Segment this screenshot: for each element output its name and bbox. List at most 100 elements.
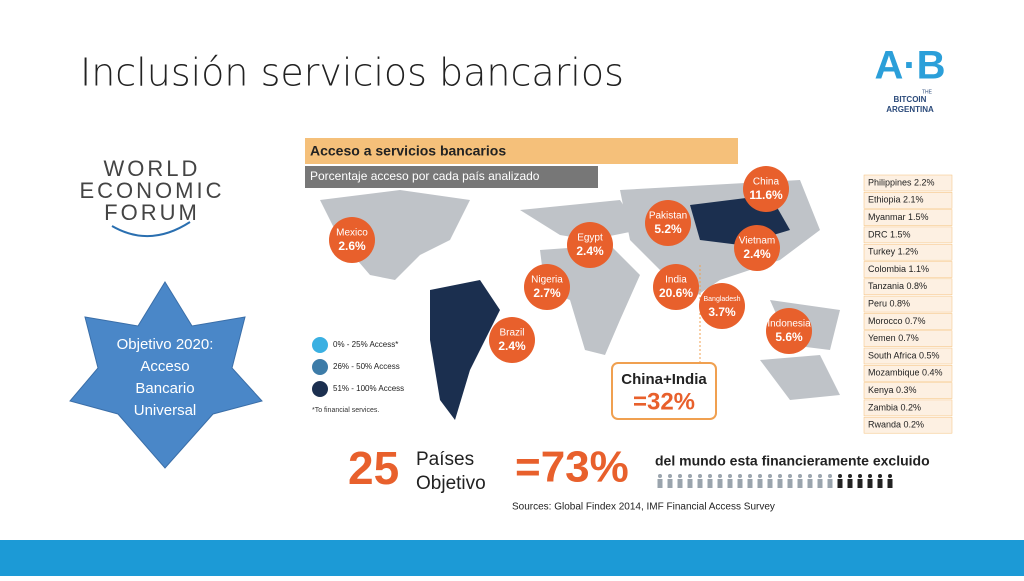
person-icon <box>827 479 833 488</box>
person-icon <box>878 474 882 478</box>
wef-arc <box>111 221 191 237</box>
list-item: Kenya 0.3% <box>868 385 917 395</box>
list-item: Tanzania 0.8% <box>868 281 927 291</box>
bubble-label: Bangladesh <box>704 296 741 303</box>
person-icon <box>747 479 753 488</box>
person-icon <box>798 474 802 478</box>
person-icon <box>807 479 813 488</box>
list-row <box>863 243 953 261</box>
logo-line: ARGENTINA <box>886 105 934 114</box>
bubble-label: Vietnam <box>739 236 776 247</box>
list-item: Yemen 0.7% <box>868 333 919 343</box>
person-icon <box>837 479 843 488</box>
targets-number: 25 <box>348 442 399 494</box>
targets-line: Países <box>416 449 474 470</box>
person-icon <box>817 479 823 488</box>
list-row <box>863 192 953 209</box>
bubble-label: Brazil <box>499 328 524 339</box>
legend-swatch <box>312 337 328 353</box>
country-bubble <box>489 317 535 363</box>
person-icon <box>877 479 883 488</box>
person-icon <box>857 479 863 488</box>
bubble-label: Pakistan <box>649 211 687 222</box>
person-icon <box>797 479 803 488</box>
list-row <box>863 365 953 382</box>
person-icon <box>848 474 852 478</box>
list-item: Colombia 1.1% <box>868 264 929 274</box>
list-item: Myanmar 1.5% <box>868 212 929 222</box>
country-bubble <box>743 166 789 212</box>
person-icon <box>718 474 722 478</box>
country-bubble <box>567 222 613 268</box>
list-row <box>863 347 953 365</box>
targets-line: Objetivo <box>416 473 486 494</box>
person-icon <box>838 474 842 478</box>
legend-label: 51% - 100% Access <box>333 384 404 393</box>
person-icon <box>767 479 773 488</box>
person-icon <box>787 479 793 488</box>
logo-small: THE <box>922 89 933 95</box>
logo-mark: A·B <box>874 44 945 88</box>
person-icon <box>657 479 663 488</box>
bubble-label: China <box>753 177 780 188</box>
person-icon <box>868 474 872 478</box>
info-subtitle-bar <box>305 166 598 188</box>
person-icon <box>667 479 673 488</box>
wef-line: ECONOMIC <box>80 178 225 203</box>
combined-value: =32% <box>633 388 695 415</box>
person-icon <box>847 479 853 488</box>
list-item: Mozambique 0.4% <box>868 368 943 378</box>
list-item: Morocco 0.7% <box>868 316 926 326</box>
combined-label: China+India <box>621 371 707 388</box>
sources: Sources: Global Findex 2014, IMF Financi… <box>512 502 775 513</box>
list-item: DRC 1.5% <box>868 229 911 239</box>
legend-footnote: *To financial services. <box>312 407 379 414</box>
list-row <box>863 174 953 192</box>
country-bubble <box>524 264 570 310</box>
person-icon <box>728 474 732 478</box>
person-icon <box>788 474 792 478</box>
person-icon <box>717 479 723 488</box>
person-icon <box>777 479 783 488</box>
combined-box <box>611 362 717 420</box>
goal-star <box>69 281 263 469</box>
bubble-value: 2.6% <box>338 239 366 253</box>
person-icon <box>697 479 703 488</box>
goal-line: Bancario <box>135 380 194 397</box>
country-bubble <box>699 283 745 329</box>
logo-line: BITCOIN <box>894 95 927 104</box>
bubble-value: 2.4% <box>743 247 771 261</box>
person-icon <box>727 479 733 488</box>
bubble-value: 2.4% <box>576 244 604 258</box>
country-bubble <box>653 264 699 310</box>
person-icon <box>818 474 822 478</box>
bubble-label: Egypt <box>577 233 603 244</box>
country-bubble <box>329 217 375 263</box>
person-icon <box>738 474 742 478</box>
list-row <box>863 416 953 434</box>
legend-swatch <box>312 359 328 375</box>
bubble-label: Nigeria <box>531 275 563 286</box>
list-item: Zambia 0.2% <box>868 402 921 412</box>
list-row <box>863 226 953 244</box>
list-item: Rwanda 0.2% <box>868 420 924 430</box>
person-icon <box>658 474 662 478</box>
person-icon <box>678 474 682 478</box>
list-item: Turkey 1.2% <box>868 247 918 257</box>
wef-logo: WORLD ECONOMIC FORUM <box>80 156 225 237</box>
person-icon <box>887 479 893 488</box>
country-bubble <box>734 225 780 271</box>
person-icon <box>687 479 693 488</box>
person-icon <box>758 474 762 478</box>
person-icon <box>757 479 763 488</box>
list-row <box>863 399 953 417</box>
person-icon <box>858 474 862 478</box>
person-icon <box>698 474 702 478</box>
info-title: Acceso a servicios bancarios <box>310 143 506 159</box>
person-icon <box>748 474 752 478</box>
person-icon <box>668 474 672 478</box>
goal-line: Universal <box>134 402 197 419</box>
bubble-value: 5.6% <box>775 330 803 344</box>
list-row <box>863 313 953 330</box>
